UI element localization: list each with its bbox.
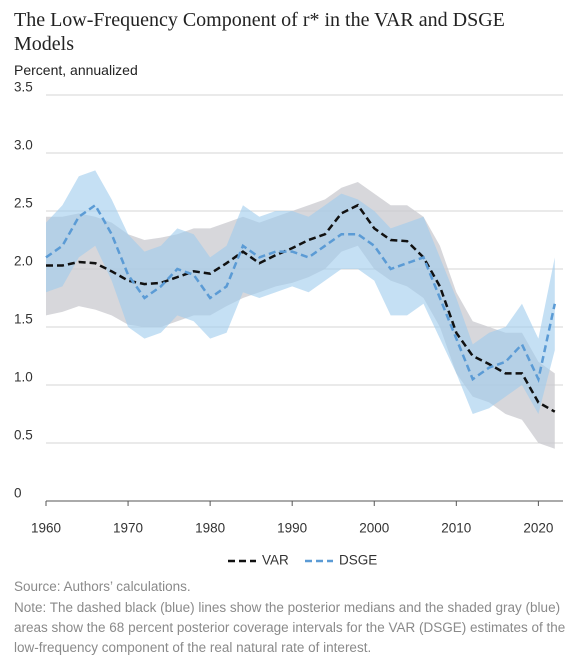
y-tick-label: 1.0 bbox=[14, 370, 33, 385]
x-tick-label: 2000 bbox=[359, 521, 389, 536]
median-line bbox=[46, 203, 556, 413]
y-tick-label: 2.5 bbox=[14, 196, 33, 211]
chart-title: The Low-Frequency Component of r* in the… bbox=[14, 9, 505, 55]
y-axis-label: Percent, annualized bbox=[14, 62, 138, 78]
interval-band bbox=[46, 170, 555, 414]
y-tick-label: 0.5 bbox=[14, 428, 33, 443]
x-tick-label: 1990 bbox=[277, 521, 307, 536]
y-tick-label: 2.0 bbox=[14, 254, 33, 269]
x-tick-label: 2020 bbox=[523, 521, 553, 536]
source: Source: Authors’ calculations. bbox=[14, 579, 191, 594]
x-tick-label: 1960 bbox=[31, 521, 61, 536]
legend-label: DSGE bbox=[339, 553, 377, 568]
y-tick-label: 1.5 bbox=[14, 312, 33, 327]
median-line bbox=[45, 203, 557, 384]
x-tick-label: 1970 bbox=[113, 521, 143, 536]
y-tick-label: 3.0 bbox=[14, 138, 33, 153]
x-tick-label: 1980 bbox=[195, 521, 225, 536]
note: Note: The dashed black (blue) lines show… bbox=[14, 600, 566, 655]
y-tick-label: 0 bbox=[14, 486, 22, 501]
x-tick-label: 2010 bbox=[441, 521, 471, 536]
y-tick-label: 3.5 bbox=[14, 80, 33, 95]
legend-label: VAR bbox=[262, 553, 289, 568]
